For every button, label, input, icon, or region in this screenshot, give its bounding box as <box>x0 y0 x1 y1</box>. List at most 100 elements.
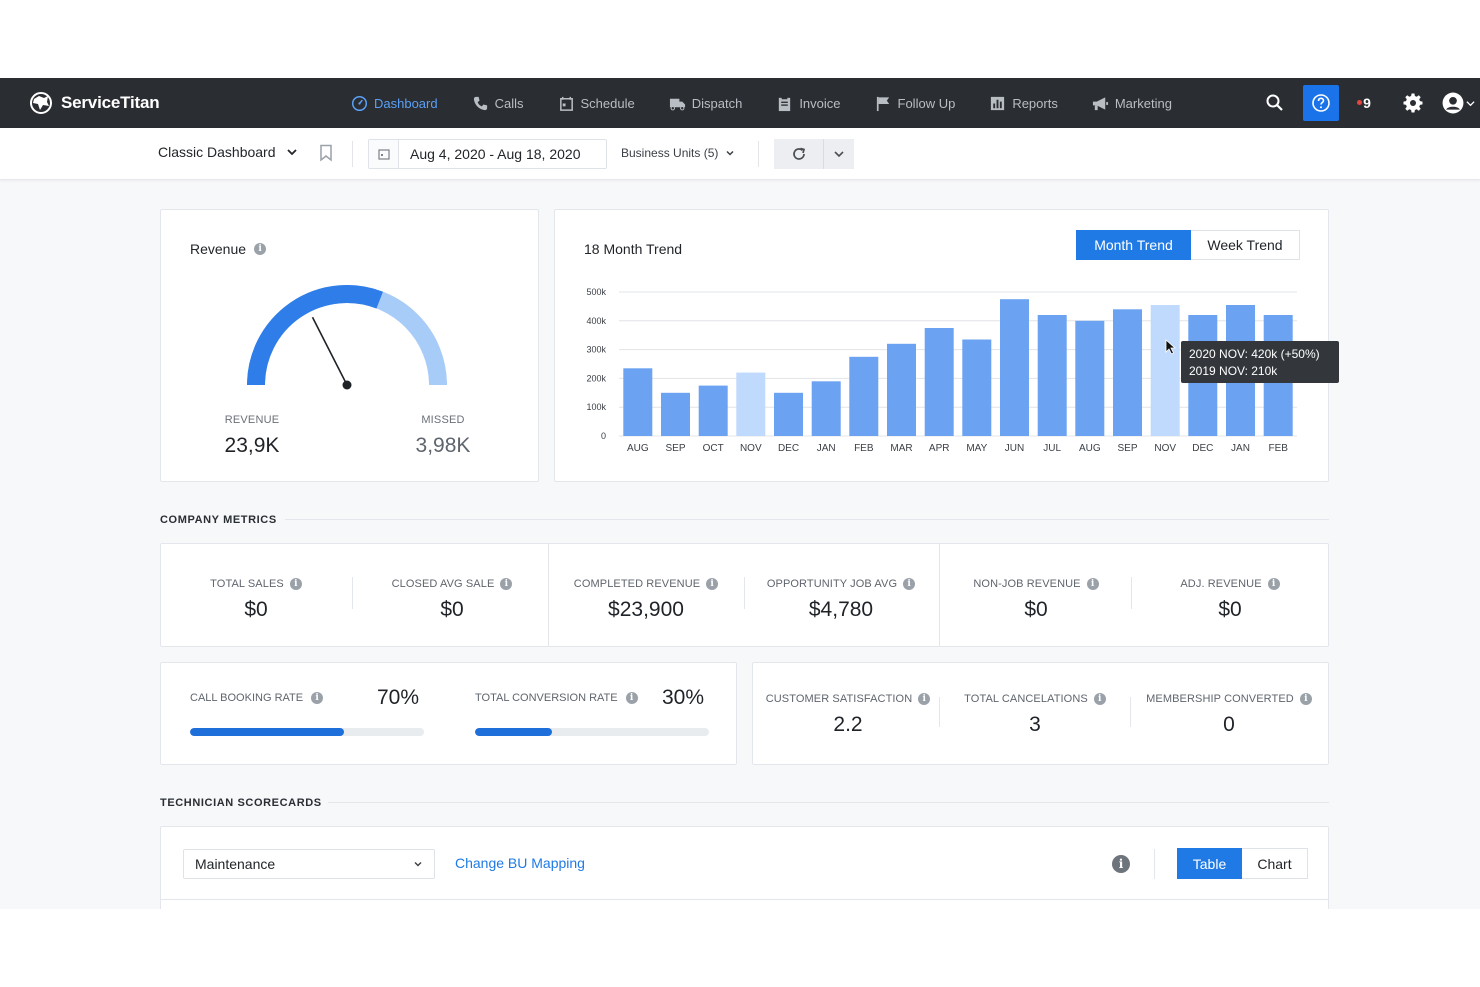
metric-label-row: TOTAL CANCELATIONS i <box>949 693 1121 705</box>
metric-adj-revenue: ADJ. REVENUE i $0 <box>1145 578 1315 622</box>
technician-scorecards-heading: TECHNICIAN SCORECARDS <box>160 797 322 809</box>
business-unit-value: Maintenance <box>195 856 276 872</box>
chevron-down-icon <box>726 150 734 156</box>
metric-divider <box>352 577 353 609</box>
chart-bar-aug[interactable] <box>623 368 653 436</box>
x-tick-label: SEP <box>665 443 685 454</box>
x-tick-label: DEC <box>778 443 799 454</box>
nav-item-dispatch[interactable]: Dispatch <box>652 78 760 128</box>
metric-label: NON-JOB REVENUE <box>973 578 1081 590</box>
gear-icon <box>1403 93 1423 113</box>
truck-icon <box>669 98 685 110</box>
user-avatar-icon <box>1442 92 1463 114</box>
dashboard-select-label: Classic Dashboard <box>158 144 276 160</box>
info-icon[interactable]: i <box>254 243 267 255</box>
help-button[interactable] <box>1303 85 1339 121</box>
chart-view-button[interactable]: Chart <box>1242 848 1308 879</box>
x-tick-label: SEP <box>1117 443 1137 454</box>
info-icon[interactable]: i <box>1112 855 1130 873</box>
info-icon[interactable]: i <box>1093 693 1106 705</box>
week-trend-button[interactable]: Week Trend <box>1191 230 1300 260</box>
chart-bar-dec[interactable] <box>774 392 803 436</box>
x-tick-label: DEC <box>1192 443 1213 454</box>
chart-bar-may[interactable] <box>962 339 992 437</box>
chart-bar-nov[interactable] <box>1150 305 1180 436</box>
bookmark-button[interactable] <box>319 144 333 167</box>
nav-item-label: Calls <box>494 95 524 111</box>
info-icon[interactable]: i <box>706 578 719 590</box>
month-trend-button[interactable]: Month Trend <box>1076 230 1191 260</box>
brand-logo[interactable]: ServiceTitan <box>28 90 160 116</box>
info-icon[interactable]: i <box>1086 578 1099 590</box>
brand-name: ServiceTitan <box>61 93 160 112</box>
metric-customer-satisfaction: CUSTOMER SATISFACTION i 2.2 <box>759 693 937 737</box>
dashboard-select[interactable]: Classic Dashboard <box>158 144 298 160</box>
info-icon[interactable]: i <box>1299 693 1312 705</box>
metric-value: 2.2 <box>833 713 863 736</box>
date-range-picker[interactable]: Aug 4, 2020 - Aug 18, 2020 <box>368 139 607 169</box>
nav-item-label: Reports <box>1012 95 1058 111</box>
toolbar-divider <box>352 141 353 167</box>
search-button[interactable] <box>1252 78 1298 128</box>
nav-item-dashboard[interactable]: Dashboard <box>334 78 455 128</box>
nav-item-schedule[interactable]: Schedule <box>541 78 652 128</box>
bar-chart-icon <box>991 96 1005 110</box>
gauge-track <box>247 285 447 386</box>
notifications-button[interactable]: 9 <box>1344 78 1390 128</box>
chart-bar-jun[interactable] <box>1000 299 1029 436</box>
info-icon[interactable]: i <box>903 578 916 590</box>
metric-divider <box>939 697 940 727</box>
dashboard-toolbar: Classic Dashboard Aug 4, 2020 - Aug 18, … <box>0 128 1480 180</box>
nav-item-marketing[interactable]: Marketing <box>1075 78 1189 128</box>
account-button[interactable] <box>1436 78 1480 128</box>
nav-item-calls[interactable]: Calls <box>455 78 541 128</box>
refresh-options-button[interactable] <box>824 139 854 169</box>
satisfaction-card: CUSTOMER SATISFACTION i 2.2 TOTAL CANCELA… <box>752 662 1329 765</box>
table-view-button[interactable]: Table <box>1177 848 1242 879</box>
nav-item-follow-up[interactable]: Follow Up <box>858 78 973 128</box>
y-tick-label: 100k <box>586 402 606 412</box>
chart-bar-mar[interactable] <box>887 343 916 436</box>
chart-bar-jul[interactable] <box>1037 315 1067 436</box>
refresh-button[interactable] <box>774 139 824 169</box>
chart-bar-oct[interactable] <box>698 385 728 436</box>
metric-label: TOTAL CANCELATIONS <box>964 693 1088 705</box>
info-icon[interactable]: i <box>625 692 638 704</box>
rates-card: CALL BOOKING RATE i 70% TOTAL CONVERSION … <box>160 662 737 765</box>
business-units-select[interactable]: Business Units (5) <box>621 146 735 160</box>
chart-bar-sep[interactable] <box>661 392 690 436</box>
total-conversion-rate-value: 30% <box>662 686 705 709</box>
y-tick-label: 200k <box>586 373 606 383</box>
clipboard-icon <box>779 95 791 111</box>
bookmark-icon <box>320 144 332 162</box>
chart-bar-feb[interactable] <box>849 356 879 436</box>
chart-bar-apr[interactable] <box>924 328 954 436</box>
card-divider <box>161 899 1328 900</box>
change-bu-mapping-link[interactable]: Change BU Mapping <box>455 855 585 871</box>
nav-item-invoice[interactable]: Invoice <box>759 78 857 128</box>
metric-opportunity-job-avg: OPPORTUNITY JOB AVG i $4,780 <box>756 578 926 622</box>
business-unit-dropdown[interactable]: Maintenance <box>183 849 435 879</box>
notification-count: 9 <box>1357 95 1371 111</box>
chart-bar-sep[interactable] <box>1113 309 1142 436</box>
chart-bar-nov[interactable] <box>736 372 766 436</box>
chart-bar-aug[interactable] <box>1075 320 1105 436</box>
date-picker-trigger[interactable] <box>369 140 399 168</box>
info-icon[interactable]: i <box>918 693 931 705</box>
info-icon[interactable]: i <box>500 578 513 590</box>
chart-bar-jan[interactable] <box>811 381 841 436</box>
metric-closed-avg-sale: CLOSED AVG SALE i $0 <box>367 578 537 622</box>
nav-item-label: Invoice <box>799 95 841 111</box>
metric-label: TOTAL SALES <box>210 578 284 590</box>
settings-button[interactable] <box>1390 78 1436 128</box>
metric-value: $0 <box>1218 598 1242 621</box>
metric-label-row: ADJ. REVENUE i <box>1145 578 1315 590</box>
nav-item-reports[interactable]: Reports <box>972 78 1075 128</box>
call-booking-rate-label: CALL BOOKING RATE i <box>190 692 324 704</box>
metric-label: COMPLETED REVENUE <box>573 578 701 590</box>
info-icon[interactable]: i <box>311 692 324 704</box>
info-icon[interactable]: i <box>1267 578 1280 590</box>
info-icon[interactable]: i <box>289 578 302 590</box>
nav-item-label: Marketing <box>1114 95 1172 111</box>
nav-menu: Dashboard Calls Schedule Dispatch Invoic… <box>334 78 1189 128</box>
